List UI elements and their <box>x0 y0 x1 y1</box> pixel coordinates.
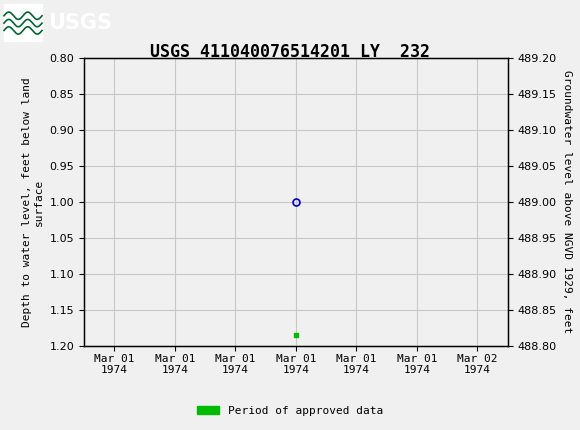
Text: USGS 411040076514201 LY  232: USGS 411040076514201 LY 232 <box>150 43 430 61</box>
Y-axis label: Depth to water level, feet below land
surface: Depth to water level, feet below land su… <box>23 77 44 327</box>
FancyBboxPatch shape <box>4 4 42 41</box>
Legend: Period of approved data: Period of approved data <box>193 401 387 420</box>
Text: USGS: USGS <box>48 13 112 33</box>
Y-axis label: Groundwater level above NGVD 1929, feet: Groundwater level above NGVD 1929, feet <box>562 71 572 334</box>
